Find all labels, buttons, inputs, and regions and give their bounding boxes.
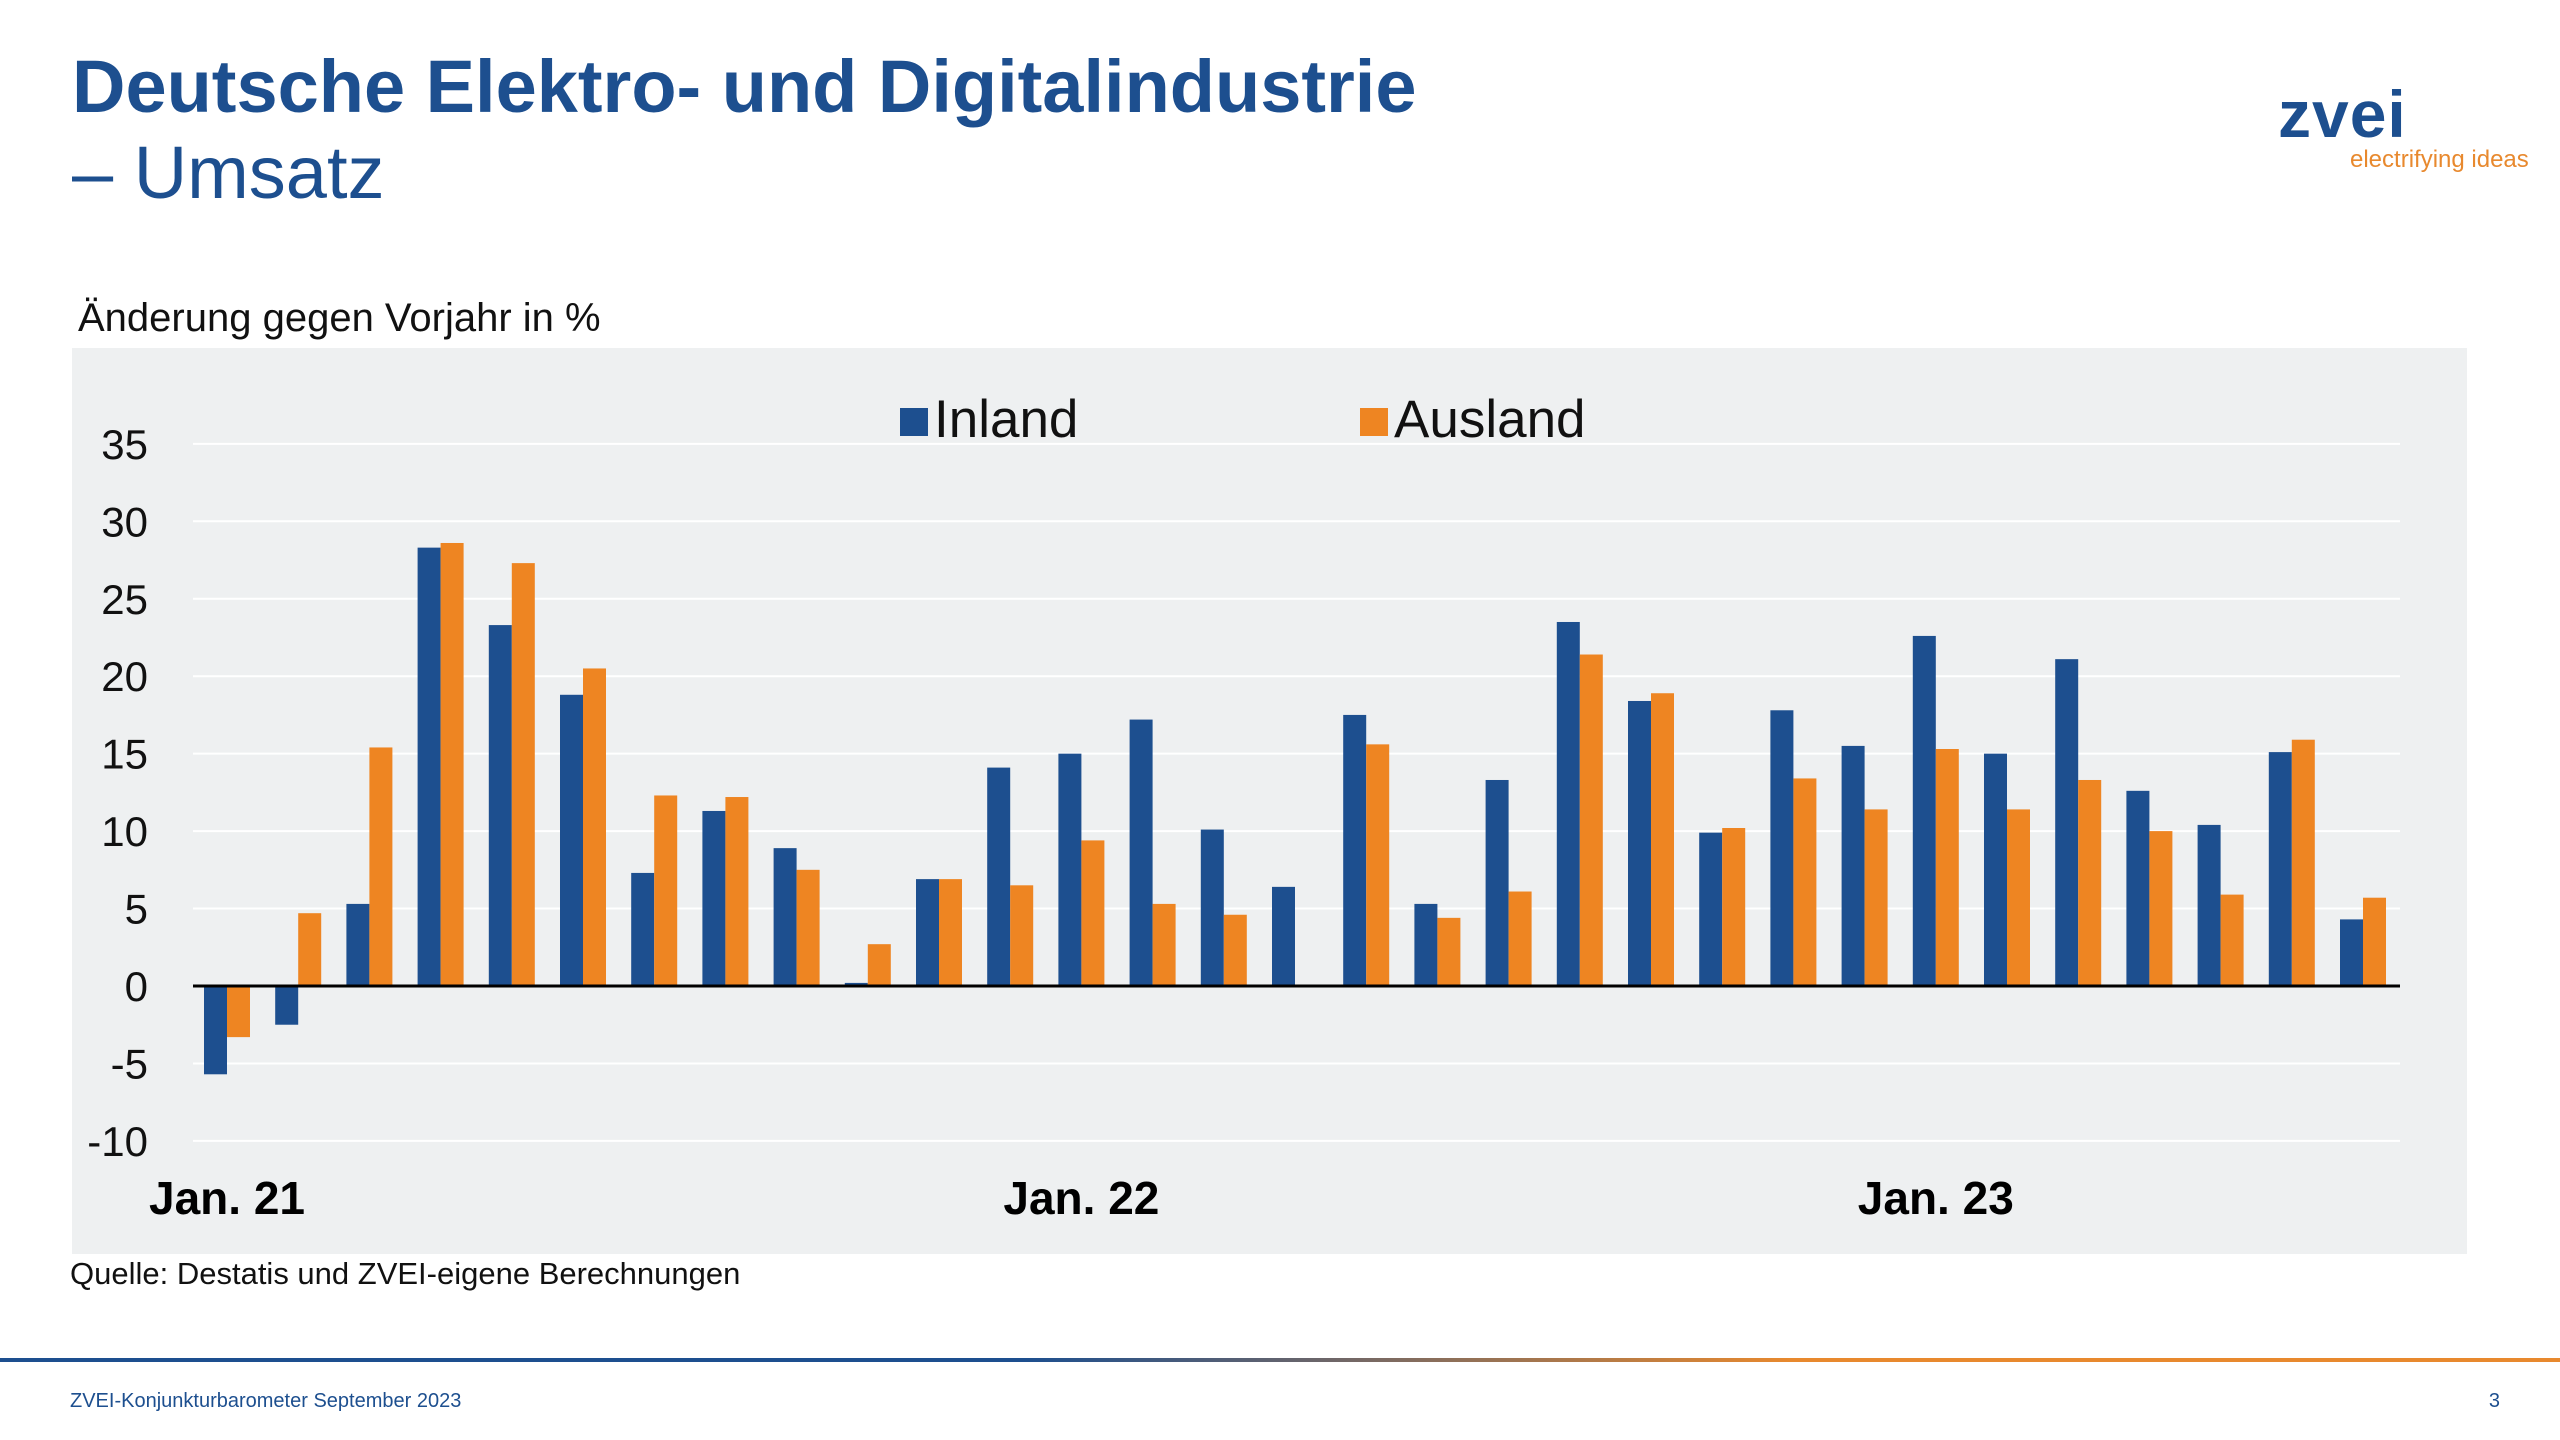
bar-inland xyxy=(2055,659,2079,986)
bar-inland xyxy=(1200,829,1224,986)
bar-ausland xyxy=(1366,744,1390,986)
y-tick-label: 30 xyxy=(101,498,148,545)
bar-inland xyxy=(773,848,797,986)
bar-ausland xyxy=(725,797,749,986)
x-tick-label: Jan. 21 xyxy=(149,1172,305,1224)
bar-ausland xyxy=(1081,840,1105,986)
bar-inland xyxy=(1414,903,1438,986)
bar-inland xyxy=(2126,790,2150,986)
bar-ausland xyxy=(796,869,820,986)
bar-ausland xyxy=(2078,779,2102,986)
bar-ausland xyxy=(1579,654,1603,986)
bar-ausland xyxy=(1152,903,1176,986)
logo-word: zvei xyxy=(2278,77,2407,151)
bar-ausland xyxy=(1010,885,1034,986)
bar-ausland xyxy=(654,795,678,986)
footer-text: ZVEI-Konjunkturbarometer September 2023 xyxy=(70,1390,462,1412)
bar-ausland xyxy=(369,747,393,986)
bar-ausland xyxy=(2291,739,2315,986)
bar-inland xyxy=(987,767,1011,986)
bar-ausland xyxy=(1864,809,1888,986)
page-number: 3 xyxy=(2488,1390,2500,1412)
y-tick-label: 20 xyxy=(101,653,148,700)
bar-inland xyxy=(1556,621,1580,986)
bar-inland xyxy=(204,986,227,1075)
bar-ausland xyxy=(2007,809,2030,986)
x-tick-label: Jan. 22 xyxy=(1003,1172,1159,1224)
bar-inland xyxy=(1984,753,2007,986)
bar-inland xyxy=(2197,824,2221,986)
bar-ausland xyxy=(583,668,606,986)
y-tick-label: -5 xyxy=(111,1040,148,1087)
chart-title: Änderung gegen Vorjahr in % xyxy=(78,296,601,340)
bar-ausland xyxy=(1508,891,1532,986)
bar-inland xyxy=(488,625,512,986)
bar-ausland xyxy=(227,986,250,1038)
bar-ausland xyxy=(939,879,962,986)
bar-inland xyxy=(702,810,726,986)
bar-inland xyxy=(1058,753,1082,986)
title-line-2: – Umsatz xyxy=(72,131,385,214)
bar-inland xyxy=(1485,779,1509,986)
bar-inland xyxy=(2340,919,2363,986)
legend-swatch-ausland xyxy=(1360,408,1388,436)
bar-ausland xyxy=(2363,897,2386,986)
bar-inland xyxy=(1770,710,1794,986)
bar-inland xyxy=(1628,700,1651,986)
bar-ausland xyxy=(1935,749,1959,986)
bar-ausland xyxy=(1793,778,1817,986)
footer-divider xyxy=(0,1358,2560,1362)
bar-ausland xyxy=(2220,894,2244,986)
bar-ausland xyxy=(298,913,322,986)
y-tick-label: 5 xyxy=(125,886,148,933)
bar-ausland xyxy=(2149,831,2173,986)
bar-inland xyxy=(275,986,299,1025)
bar-ausland xyxy=(1437,917,1461,986)
source-note: Quelle: Destatis und ZVEI-eigene Berechn… xyxy=(70,1256,741,1291)
bar-inland xyxy=(1699,832,1723,986)
y-tick-label: -10 xyxy=(87,1118,148,1165)
legend-swatch-inland xyxy=(900,408,928,436)
bar-inland xyxy=(1841,745,1865,986)
legend-label-ausland: Ausland xyxy=(1394,390,1586,449)
y-tick-label: 35 xyxy=(101,421,148,468)
y-tick-label: 15 xyxy=(101,731,148,778)
bar-inland xyxy=(1129,719,1153,986)
bar-inland xyxy=(844,982,868,986)
bar-inland xyxy=(916,879,939,986)
bar-inland xyxy=(1912,635,1936,986)
bar-inland xyxy=(560,694,583,986)
zvei-logo: zvei electrifying ideas xyxy=(2278,77,2529,173)
bar-ausland xyxy=(1722,828,1746,986)
bar-ausland xyxy=(867,944,891,986)
y-tick-label: 0 xyxy=(125,963,148,1010)
x-tick-label: Jan. 23 xyxy=(1858,1172,2014,1224)
title-line-1: Deutsche Elektro- und Digitalindustrie xyxy=(72,45,1417,128)
bar-ausland xyxy=(511,563,535,986)
bar-ausland xyxy=(1223,914,1247,986)
bar-inland xyxy=(2268,752,2292,986)
bar-inland xyxy=(1343,714,1367,986)
bar-inland xyxy=(346,903,370,986)
logo-tagline: electrifying ideas xyxy=(2350,146,2529,173)
y-tick-label: 10 xyxy=(101,808,148,855)
chart-panel: 35 30 25 20 15 10 5 0 -5 -10 Jan. 21 Jan. 22 Jan. 23… xyxy=(72,348,2467,1254)
bar-ausland xyxy=(440,542,464,986)
bar-inland xyxy=(631,872,655,986)
y-tick-label: 25 xyxy=(101,576,148,623)
bar-inland xyxy=(417,547,441,986)
legend-label-inland: Inland xyxy=(934,390,1078,449)
page-title: Deutsche Elektro- und Digitalindustrie –… xyxy=(72,44,1417,216)
bar-ausland xyxy=(1651,693,1674,986)
bar-inland xyxy=(1272,886,1295,986)
